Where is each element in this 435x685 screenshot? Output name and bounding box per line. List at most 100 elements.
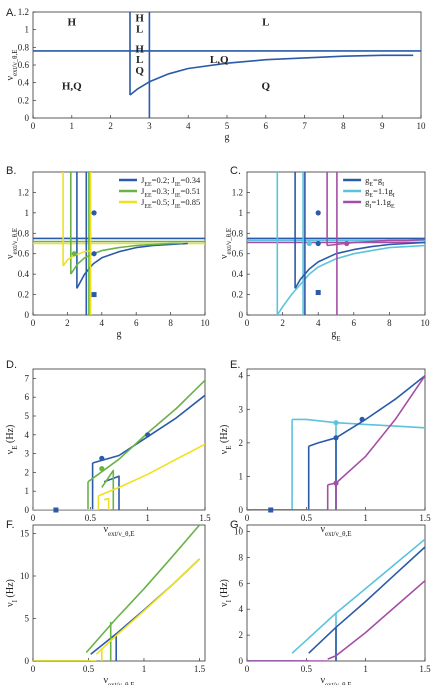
y-tick-label-F: 10: [20, 571, 30, 581]
y-tick-label-G: 2: [239, 630, 244, 640]
x-tick-label-C: 10: [421, 318, 431, 328]
panel-B: B. 0 2 4 6 8 10 0 0.2 0.4 0.6 0.8 1 1.2 g νext/ν_θ,E JEE…: [5, 165, 210, 340]
y-tick-label-D: 0: [25, 505, 30, 515]
marker-circle-D-3: [99, 466, 105, 472]
x-axis-label-F: νext/ν_θ,E: [103, 675, 134, 685]
y-tick-label-A: 0.4: [18, 78, 30, 88]
y-axis-label-D: νE (Hz): [5, 425, 19, 455]
y-tick-label-E: 1: [239, 471, 244, 481]
y-tick-label-D: 1: [25, 486, 30, 496]
marker-square-B-2: [91, 292, 97, 298]
x-tick-label-D: 1.5: [199, 513, 211, 523]
series-group-D: [33, 379, 205, 510]
series-group-A: [33, 12, 421, 118]
region-label-A: H: [135, 13, 144, 25]
series-line-B-5: [76, 242, 188, 289]
region-label-A: L,Q: [210, 54, 229, 66]
y-axis-label-B: νext/ν_θ,E: [5, 228, 19, 259]
legend-label-B: JEE=0.3; JIE=0.51: [141, 186, 200, 199]
panel-label-E: E.: [230, 359, 240, 371]
x-tick-label-A: 8: [341, 121, 346, 131]
marker-circle-E-2: [359, 416, 365, 422]
x-axis-label-G: νext/ν_θ,E: [320, 675, 351, 685]
x-axis-label-C: gE: [331, 329, 340, 343]
panel-A: A. 0 1 2 3 4 5 6 7 8 9 10 0 0.2 0.4 0.6 0.8 1 1.2 g νext/ν_θ…: [5, 7, 426, 143]
panel-label-A: A.: [6, 7, 16, 19]
y-tick-label-C: 0.6: [232, 249, 244, 259]
marker-square-E-0: [268, 507, 274, 513]
region-label-A: Q: [262, 81, 271, 93]
y-tick-label-G: 0: [239, 656, 244, 666]
y-tick-label-G: 8: [239, 552, 244, 562]
y-tick-label-A: 0.8: [18, 42, 30, 52]
x-tick-label-A: 6: [264, 121, 269, 131]
x-tick-label-B: 0: [31, 318, 36, 328]
region-label-A: H: [68, 16, 77, 28]
y-tick-label-D: 7: [25, 373, 30, 383]
y-tick-label-G: 6: [239, 578, 244, 588]
x-tick-label-C: 2: [280, 318, 285, 328]
y-tick-label-B: 0.6: [18, 249, 30, 259]
x-axis-label-E: νext/ν_θ,E: [320, 524, 351, 538]
y-tick-label-A: 1.2: [18, 7, 29, 17]
series-line-G-1: [291, 538, 425, 654]
x-axis-label-A: g: [225, 132, 230, 143]
y-tick-label-E: 0: [239, 505, 244, 515]
x-tick-label-C: 4: [316, 318, 321, 328]
x-tick-label-D: 0: [31, 513, 36, 523]
y-axis-label-E: νE (Hz): [219, 425, 233, 455]
series-line-C-8: [294, 241, 425, 289]
x-tick-label-E: 0.5: [301, 513, 313, 523]
y-tick-label-D: 3: [25, 449, 30, 459]
marker-circle-E-4: [333, 480, 339, 486]
series-group-B: [33, 172, 205, 315]
series-line-A-3: [129, 54, 414, 96]
y-tick-label-F: 15: [20, 529, 30, 539]
y-tick-label-D: 2: [25, 467, 30, 477]
x-tick-label-E: 0: [245, 513, 250, 523]
series-line-F-4: [85, 525, 201, 654]
y-tick-label-A: 1: [25, 25, 30, 35]
marker-circle-B-1: [91, 251, 97, 257]
x-tick-label-A: 5: [225, 121, 230, 131]
x-tick-label-E: 1.5: [419, 513, 431, 523]
series-group-C: [247, 172, 425, 315]
y-tick-label-E: 4: [239, 371, 244, 381]
series-line-D-3: [103, 475, 120, 510]
legend-label-C: gE=1.1gI: [365, 186, 395, 199]
series-line-G-4: [308, 546, 425, 654]
series-line-D-11: [103, 497, 110, 510]
series-line-B-8: [70, 242, 183, 275]
x-tick-label-G: 1: [363, 664, 368, 674]
x-tick-label-C: 8: [387, 318, 392, 328]
axes-frame-F: [32, 524, 206, 662]
y-tick-label-G: 4: [239, 604, 244, 614]
panel-label-G: G.: [230, 519, 242, 531]
series-line-E-2: [292, 418, 425, 429]
x-tick-label-B: 10: [201, 318, 211, 328]
series-line-E-6: [308, 375, 425, 447]
region-label-A: L: [136, 54, 143, 66]
marker-circle-D-1: [99, 455, 105, 461]
series-group-F: [33, 525, 201, 661]
y-tick-label-G: 10: [234, 526, 244, 536]
series-line-D-6: [87, 379, 205, 483]
x-tick-label-A: 10: [417, 121, 427, 131]
series-line-F-7: [95, 558, 201, 655]
y-tick-label-E: 2: [239, 438, 244, 448]
y-tick-label-B: 0.8: [18, 228, 30, 238]
x-tick-label-A: 4: [186, 121, 191, 131]
region-label-A: Q: [135, 65, 144, 77]
y-tick-label-B: 1.2: [18, 187, 29, 197]
panel-E: E. 0 0.5 1 1.5 0 1 2 3 4 νext/ν_θ,E νE (Hz): [219, 359, 431, 538]
legend-label-B: JEE=0.5; JIE=0.85: [141, 197, 200, 210]
y-tick-label-C: 0.2: [232, 290, 243, 300]
x-tick-label-G: 0: [245, 664, 250, 674]
legend-label-B: JEE=0.2; JIE=0.34: [141, 175, 201, 188]
legend-label-C: gE=gI: [365, 175, 384, 188]
x-tick-label-F: 0.5: [83, 664, 95, 674]
x-tick-label-F: 0: [31, 664, 36, 674]
x-tick-label-F: 1: [142, 664, 147, 674]
region-label-A: L: [262, 16, 269, 28]
